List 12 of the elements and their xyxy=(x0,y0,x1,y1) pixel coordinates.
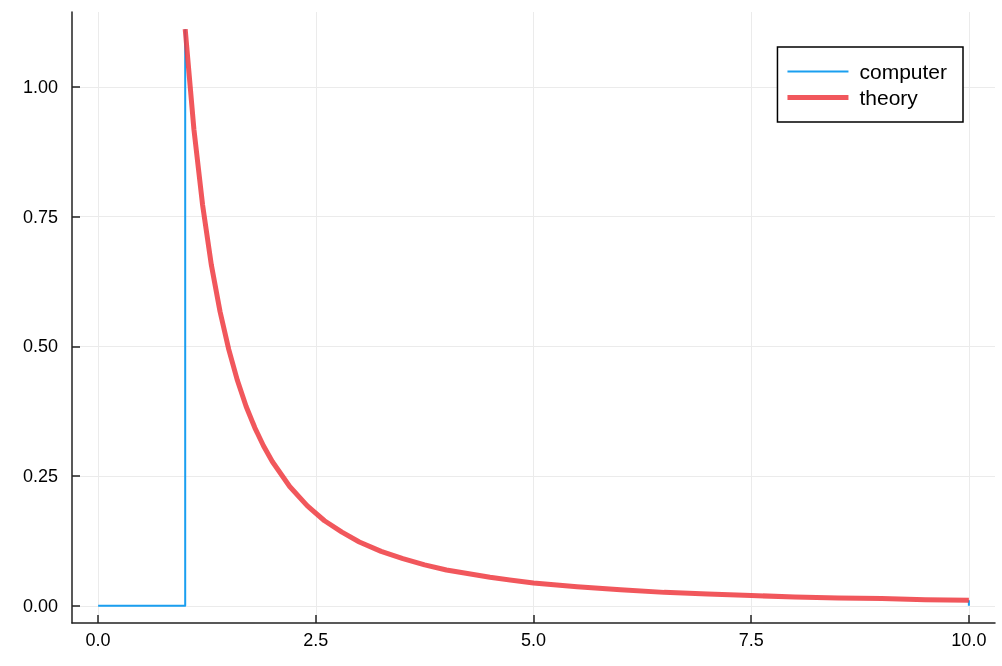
y-tick-label: 0.75 xyxy=(22,206,58,227)
x-tick-label: 5.0 xyxy=(520,630,547,650)
legend-label: computer xyxy=(859,60,948,83)
y-tick-label: 0.00 xyxy=(22,595,58,616)
x-tick-label: 2.5 xyxy=(303,630,329,650)
x-tick-label: 10.0 xyxy=(951,630,987,650)
y-tick-label: 0.25 xyxy=(22,466,58,487)
y-tick-label: 0.50 xyxy=(22,336,58,357)
x-tick-label: 7.5 xyxy=(738,630,764,650)
y-tick-label: 1.00 xyxy=(22,76,58,97)
x-tick-label: 0.0 xyxy=(85,630,111,650)
legend-label: theory xyxy=(859,86,919,109)
